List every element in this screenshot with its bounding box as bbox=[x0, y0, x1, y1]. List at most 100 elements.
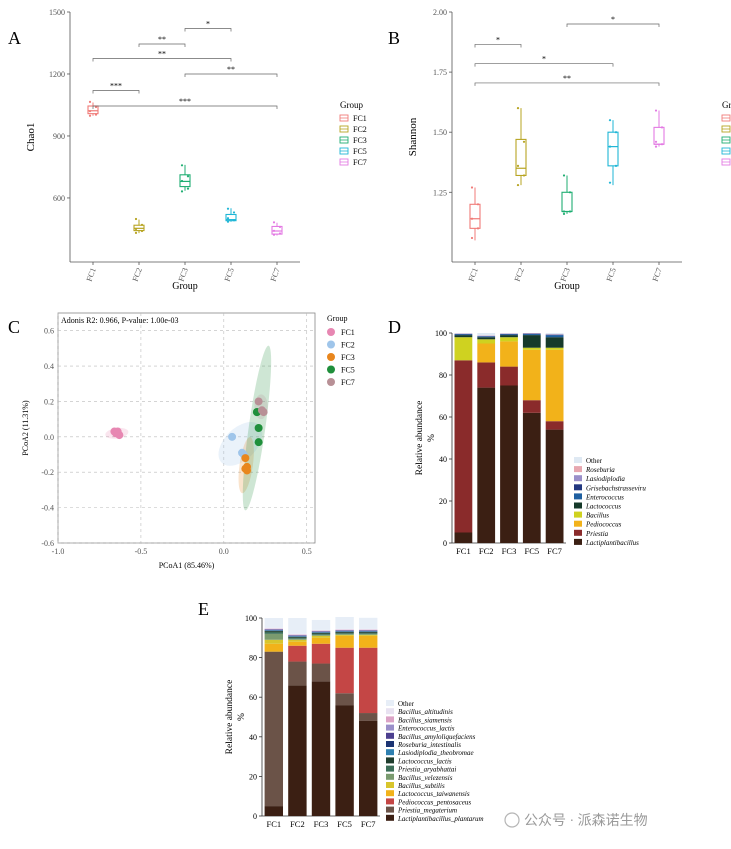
legend-swatch bbox=[386, 814, 394, 821]
legend-swatch bbox=[386, 798, 394, 805]
data-point bbox=[140, 223, 144, 226]
x-tick-label: 0.0 bbox=[219, 547, 229, 556]
bar-segment-priestia-aryabhattai bbox=[311, 633, 331, 635]
panel-letter-b: B bbox=[388, 28, 400, 48]
point-fc1 bbox=[113, 427, 122, 436]
y-tick-label: 1.50 bbox=[433, 128, 447, 137]
data-point bbox=[180, 179, 184, 183]
legend-label: Lactiplantibacillus_plantarum bbox=[397, 815, 484, 823]
significance-bracket bbox=[474, 82, 660, 86]
y-tick-label: 40 bbox=[249, 733, 257, 742]
point-fc3 bbox=[241, 454, 250, 463]
data-point bbox=[516, 183, 520, 187]
significance-bracket bbox=[184, 28, 232, 32]
panel-c-pcoa: -1.0 -0.5 0.0 0.5 -0.6 -0.4 -0.2 0.0 0.2 0.4 0.6 Ad… bbox=[21, 312, 355, 570]
significance-label: ** bbox=[158, 35, 166, 44]
bar-segment-priestia-megaterium bbox=[311, 663, 331, 682]
data-point bbox=[470, 186, 474, 189]
bar-segment-bacillus-velezensis bbox=[288, 638, 307, 640]
x-tick-label: FC1 bbox=[85, 267, 98, 283]
data-point bbox=[180, 164, 184, 167]
data-point bbox=[568, 191, 572, 194]
bar-segment-bacillus-subtilis bbox=[288, 639, 307, 642]
y-tick-label: 80 bbox=[439, 371, 447, 380]
bar-segment-lactococcus bbox=[522, 335, 541, 348]
legend-label: Lactococcus_taiwanensis bbox=[397, 790, 470, 798]
box-fc5 bbox=[225, 213, 237, 222]
data-point bbox=[140, 229, 144, 233]
data-point bbox=[272, 221, 276, 224]
bar-segment-lactiplantibacillus-plantarum bbox=[288, 685, 307, 816]
data-point bbox=[608, 119, 612, 122]
data-point bbox=[470, 236, 474, 240]
legend-label: Enterococcus bbox=[585, 493, 624, 501]
bar-segment-lactiplantibacillus bbox=[545, 429, 564, 543]
bar-segment-lactococcus-lactis bbox=[288, 636, 307, 638]
panel-d-stacked-bar: 0 20 40 60 80 100 Relative abundance % FC1 FC2 FC3… bbox=[415, 329, 646, 556]
data-point bbox=[180, 190, 184, 193]
significance-bracket bbox=[92, 90, 140, 94]
x-tick-label: FC7 bbox=[651, 267, 664, 283]
bar-segment-bacillus-velezensis bbox=[358, 633, 378, 635]
significance-bracket bbox=[138, 43, 186, 48]
adonis-annotation: Adonis R2: 0.966, P-value: 1.00e-03 bbox=[61, 316, 179, 325]
bar-segment-priestia-megaterium bbox=[335, 693, 354, 706]
legend-label: FC7 bbox=[341, 378, 355, 387]
bar-segment-lasiodiplodia-theobromae bbox=[311, 632, 331, 633]
x-tick-label: -1.0 bbox=[52, 547, 65, 556]
data-point bbox=[476, 227, 480, 230]
panel-letter-e: E bbox=[198, 599, 209, 619]
bar-segment-lactococcus-lactis bbox=[358, 631, 378, 633]
bar-segment-priestia-aryabhattai bbox=[288, 637, 307, 639]
bar-segment-lactococcus bbox=[545, 337, 564, 348]
y-tick-label: 1.25 bbox=[433, 188, 447, 197]
bar-segment-pediococcus-pentosaceus bbox=[358, 647, 378, 714]
legend-swatch bbox=[574, 457, 582, 463]
data-point bbox=[226, 220, 230, 223]
bar-segment-lactococcus-lactis bbox=[335, 631, 354, 633]
bar-segment-priestia-megaterium bbox=[288, 661, 307, 686]
data-point bbox=[88, 114, 92, 117]
bar-segment-enterococcus bbox=[500, 334, 518, 336]
legend-swatch bbox=[574, 493, 582, 500]
bar-segment-lactococcus-taiwanensis bbox=[288, 641, 307, 646]
y-tick-label: 600 bbox=[53, 194, 65, 203]
plot-frame bbox=[57, 312, 316, 544]
y-tick-label: 0.4 bbox=[44, 362, 54, 371]
bar-segment-priestia-megaterium bbox=[264, 651, 284, 807]
legend-swatch bbox=[574, 466, 582, 473]
bar-segment-bacillus-velezensis bbox=[264, 633, 284, 640]
y-axis-label: PCoA2 (11.31%) bbox=[21, 400, 30, 456]
bar-segment-bacillus bbox=[477, 339, 496, 344]
bar-segment-other bbox=[545, 333, 564, 335]
point-fc5 bbox=[254, 424, 263, 432]
point-fc3 bbox=[241, 464, 250, 473]
bar-segment-bacillus-velezensis bbox=[335, 633, 354, 635]
data-point bbox=[470, 217, 474, 220]
y-tick-label: 100 bbox=[435, 329, 447, 338]
significance-bracket bbox=[474, 44, 522, 48]
data-point bbox=[232, 219, 236, 222]
bar-segment-bacillus-altitudinis bbox=[264, 627, 284, 629]
legend-label: Bacillus_subtilis bbox=[398, 782, 445, 790]
significance-bracket bbox=[566, 23, 660, 28]
box-fc5 bbox=[607, 131, 619, 167]
x-tick-label: FC1 bbox=[456, 546, 471, 556]
x-tick-label: FC3 bbox=[559, 267, 572, 283]
bar-segment-priestia-aryabhattai bbox=[264, 631, 284, 634]
data-point bbox=[226, 217, 230, 220]
legend-marker bbox=[327, 328, 335, 336]
bar-segment-bacillus-altitudinis bbox=[335, 628, 354, 630]
bar-segment-bacillus-subtilis bbox=[358, 634, 378, 636]
legend-swatch bbox=[386, 732, 394, 739]
panel-letter-d: D bbox=[388, 317, 401, 337]
x-tick-label: FC3 bbox=[314, 819, 329, 829]
bar-segment-enterococcus bbox=[477, 336, 496, 338]
bar-segment-lactococcus bbox=[454, 335, 473, 338]
data-point bbox=[226, 207, 230, 210]
legend-label: FC3 bbox=[341, 353, 355, 362]
legend-label: FC2 bbox=[353, 125, 367, 134]
x-tick-label: FC3 bbox=[177, 267, 190, 283]
significance-bracket bbox=[92, 105, 278, 110]
bar-segment-lactiplantibacillus bbox=[500, 385, 518, 543]
